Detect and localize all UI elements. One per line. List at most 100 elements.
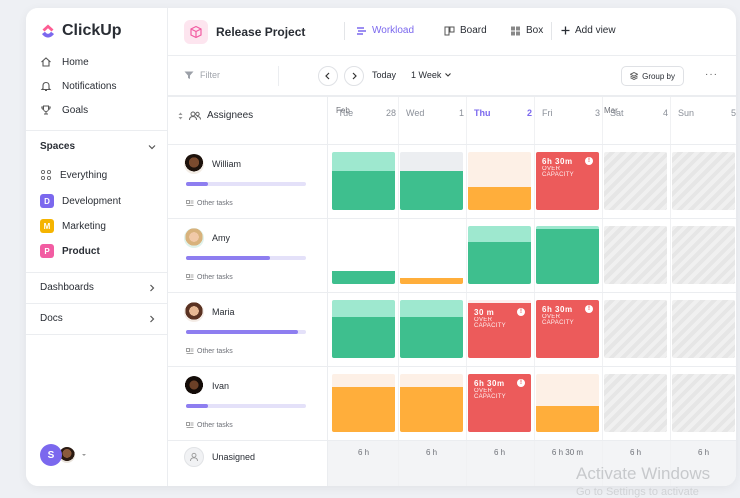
day-header[interactable]: Wed 1: [406, 108, 464, 118]
prev-week-button[interactable]: [318, 66, 338, 86]
view-header: Release Project Workload Board Box Add v…: [168, 8, 736, 56]
workload-progress-fill: [186, 256, 270, 260]
next-week-button[interactable]: [344, 66, 364, 86]
workload-cell[interactable]: 6h 30m OVER CAPACITY!: [536, 152, 599, 210]
workload-cell[interactable]: [400, 300, 463, 358]
today-button[interactable]: Today: [372, 70, 397, 80]
workload-cell[interactable]: [672, 152, 735, 210]
workload-cell[interactable]: [536, 226, 599, 284]
load-segment: [332, 226, 395, 272]
day-header[interactable]: Thu 2: [474, 108, 532, 118]
workload-cell[interactable]: [604, 152, 667, 210]
assignee-label: William: [212, 159, 241, 169]
day-number: 5: [730, 108, 736, 118]
workload-progress: [186, 330, 306, 334]
tab-label: Box: [526, 25, 544, 36]
grid-dots-icon: [40, 169, 52, 181]
workload-cell[interactable]: [536, 374, 599, 432]
sidebar-item-docs[interactable]: Docs: [40, 313, 157, 324]
sidebar-divider: [26, 272, 167, 273]
assignee-label: Amy: [212, 233, 230, 243]
sidebar-item-goals[interactable]: Goals: [40, 104, 88, 116]
avatar: [184, 302, 204, 322]
sidebar-item-marketing[interactable]: M Marketing: [40, 219, 106, 233]
day-of-week: Tue: [338, 108, 354, 118]
assignee-row[interactable]: Amy Other tasks: [168, 226, 328, 296]
assignee-row[interactable]: William Other tasks: [168, 152, 328, 222]
day-header[interactable]: Fri 3: [542, 108, 600, 118]
tab-box[interactable]: Box: [510, 25, 543, 36]
workload-cell[interactable]: 6h 30m OVER CAPACITY!: [536, 300, 599, 358]
add-view-button[interactable]: Add view: [561, 25, 616, 36]
clickup-logo[interactable]: ClickUp: [40, 22, 122, 40]
workload-cell[interactable]: [400, 374, 463, 432]
workload-progress: [186, 404, 306, 408]
day-of-week: Sun: [678, 108, 695, 118]
assignees-header[interactable]: Assignees: [178, 110, 253, 121]
tab-label: Workload: [372, 25, 415, 36]
sidebar-item-dashboards[interactable]: Dashboards: [40, 282, 157, 293]
assignee-name: Ivan: [184, 376, 229, 396]
layers-icon: [630, 72, 639, 80]
more-options-button[interactable]: ···: [705, 69, 718, 80]
chevron-down-icon: [148, 144, 156, 149]
other-tasks-link[interactable]: Other tasks: [186, 422, 233, 429]
workload-cell[interactable]: [332, 374, 395, 432]
filter-label: Filter: [200, 70, 220, 80]
workload-cell[interactable]: [672, 300, 735, 358]
assignee-row[interactable]: Maria Other tasks: [168, 300, 328, 370]
other-tasks-link[interactable]: Other tasks: [186, 274, 233, 281]
sidebar-item-product[interactable]: P Product: [40, 244, 100, 258]
load-segment: [332, 300, 395, 318]
workload-cell[interactable]: [604, 300, 667, 358]
spaces-header[interactable]: Spaces: [40, 141, 157, 152]
workload-cell[interactable]: [332, 300, 395, 358]
range-select[interactable]: 1 Week: [411, 70, 452, 80]
workload-cell[interactable]: [400, 152, 463, 210]
tab-board[interactable]: Board: [444, 25, 487, 36]
over-capacity-text: OVER CAPACITY: [474, 388, 506, 400]
user-menu[interactable]: S: [40, 444, 87, 466]
assignee-row[interactable]: Ivan Other tasks: [168, 374, 328, 444]
over-capacity-amount: 6h 30m: [474, 379, 505, 388]
other-tasks-label: Other tasks: [197, 274, 233, 281]
day-header[interactable]: Tue 28: [338, 108, 396, 118]
capacity-footer: [328, 441, 736, 486]
avatar: [184, 376, 204, 396]
capacity-total: 6 h: [357, 448, 370, 457]
sidebar-item-development[interactable]: D Development: [40, 194, 121, 208]
other-tasks-link[interactable]: Other tasks: [186, 348, 233, 355]
chevron-right-icon: [352, 72, 357, 80]
workload-cell[interactable]: [332, 152, 395, 210]
workload-cell[interactable]: [604, 226, 667, 284]
workload-cell[interactable]: 30 m OVER CAPACITY!: [468, 300, 531, 358]
sidebar-item-home[interactable]: Home: [40, 56, 89, 68]
row-divider: [168, 218, 736, 219]
sidebar-item-notifications[interactable]: Notifications: [40, 80, 116, 92]
workload-cell[interactable]: [672, 374, 735, 432]
workload-cell[interactable]: 6h 30m OVER CAPACITY!: [468, 374, 531, 432]
day-number: 3: [594, 108, 600, 118]
over-capacity-label: 6h 30m OVER CAPACITY: [536, 152, 599, 178]
day-header[interactable]: Sat 4: [610, 108, 668, 118]
tab-workload[interactable]: Workload: [356, 25, 414, 36]
workload-cell[interactable]: [400, 226, 463, 284]
workload-cell[interactable]: [332, 226, 395, 284]
unassigned-row[interactable]: Unasigned: [184, 447, 255, 467]
warning-icon: !: [585, 305, 593, 313]
workload-cell[interactable]: [604, 374, 667, 432]
over-capacity-text: OVER CAPACITY: [474, 316, 506, 329]
warning-icon: !: [585, 157, 593, 165]
other-tasks-label: Other tasks: [197, 422, 233, 429]
page-title: Release Project: [216, 25, 306, 39]
sidebar-item-label: Product: [62, 245, 100, 257]
workload-cell[interactable]: [468, 152, 531, 210]
other-tasks-link[interactable]: Other tasks: [186, 200, 233, 207]
day-of-week: Sat: [610, 108, 624, 118]
workload-cell[interactable]: [672, 226, 735, 284]
workload-cell[interactable]: [468, 226, 531, 284]
group-by-button[interactable]: Group by: [621, 66, 684, 86]
filter-button[interactable]: Filter: [184, 70, 220, 80]
sidebar-item-everything[interactable]: Everything: [40, 169, 107, 181]
day-header[interactable]: Sun 5: [678, 108, 736, 118]
